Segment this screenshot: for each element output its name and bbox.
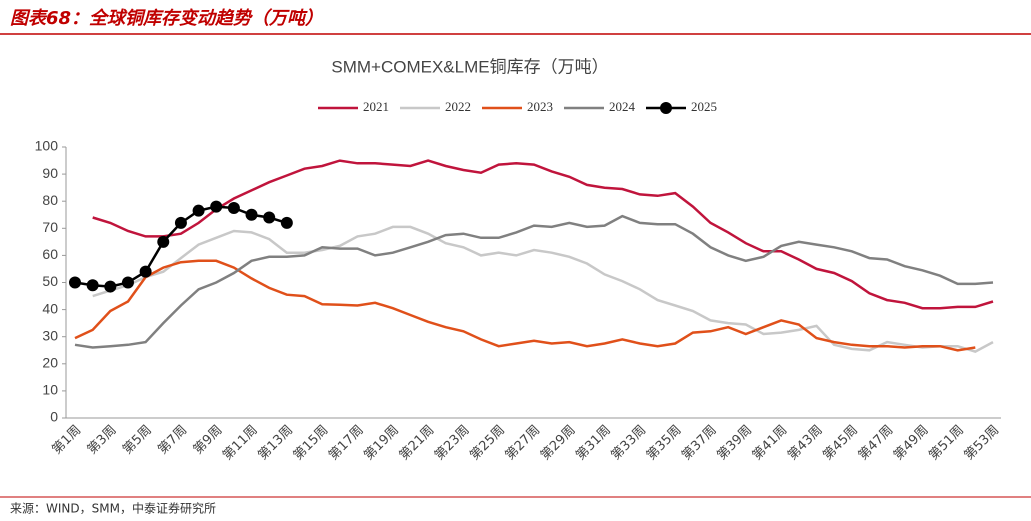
x-tick-label: 第17周 xyxy=(326,423,367,464)
legend-label: 2023 xyxy=(527,99,553,114)
y-tick-label: 30 xyxy=(42,327,58,343)
x-tick-label: 第35周 xyxy=(644,423,685,464)
y-tick-label: 0 xyxy=(50,409,58,425)
x-tick-label: 第39周 xyxy=(714,423,755,464)
x-tick-label: 第37周 xyxy=(679,423,720,464)
y-tick-label: 90 xyxy=(42,165,58,181)
series-marker xyxy=(174,216,187,229)
series-line xyxy=(74,259,976,352)
x-tick-label: 第31周 xyxy=(573,423,614,464)
series-marker xyxy=(227,201,240,214)
x-tick-label: 第27周 xyxy=(503,423,544,464)
x-tick-label: 第11周 xyxy=(220,423,261,464)
x-tick-label: 第7周 xyxy=(155,423,190,458)
legend-marker xyxy=(660,102,672,114)
x-tick-label: 第49周 xyxy=(891,423,932,464)
x-tick-label: 第3周 xyxy=(85,423,120,458)
legend-label: 2025 xyxy=(691,99,717,114)
y-tick-label: 40 xyxy=(42,300,58,316)
x-tick-label: 第25周 xyxy=(467,423,508,464)
series-marker xyxy=(121,276,134,289)
y-tick-label: 10 xyxy=(42,382,58,398)
series-marker xyxy=(263,211,276,224)
source-note: 来源：WIND，SMM，中泰证券研究所 xyxy=(10,501,216,516)
x-tick-label: 第15周 xyxy=(291,423,332,464)
x-tick-label: 第13周 xyxy=(255,423,296,464)
header-title: 图表68：全球铜库存变动趋势（万吨） xyxy=(10,8,323,29)
x-tick-label: 第5周 xyxy=(120,423,155,458)
x-tick-label: 第33周 xyxy=(609,423,650,464)
legend-label: 2024 xyxy=(609,99,636,114)
series-marker xyxy=(139,265,152,278)
y-tick-label: 100 xyxy=(35,138,59,154)
x-tick-label: 第47周 xyxy=(856,423,897,464)
x-tick-label: 第41周 xyxy=(750,423,791,464)
y-tick-label: 70 xyxy=(42,219,58,235)
series-marker xyxy=(104,280,117,293)
series-marker xyxy=(245,208,258,221)
x-tick-label: 第1周 xyxy=(49,423,84,458)
x-tick-label: 第51周 xyxy=(926,423,967,464)
x-tick-label: 第45周 xyxy=(820,423,861,464)
series-line xyxy=(92,159,994,310)
y-tick-label: 60 xyxy=(42,246,58,262)
x-tick-label: 第23周 xyxy=(432,423,473,464)
series-marker xyxy=(157,235,170,248)
x-tick-label: 第53周 xyxy=(962,423,1003,464)
series-marker xyxy=(69,276,81,289)
y-tick-label: 20 xyxy=(42,355,58,371)
series-marker xyxy=(192,204,205,217)
x-tick-label: 第21周 xyxy=(397,423,438,464)
y-tick-label: 80 xyxy=(42,192,58,208)
series-marker xyxy=(86,279,99,292)
legend-label: 2022 xyxy=(445,99,471,114)
x-tick-label: 第29周 xyxy=(538,423,579,464)
x-tick-label: 第19周 xyxy=(361,423,402,464)
series-marker xyxy=(210,200,223,213)
series-line xyxy=(92,225,994,353)
series-marker xyxy=(280,216,293,229)
chart-title: SMM+COMEX&LME铜库存（万吨） xyxy=(331,57,608,76)
series-line xyxy=(74,214,994,349)
x-tick-label: 第43周 xyxy=(785,423,826,464)
y-tick-label: 50 xyxy=(42,273,58,289)
legend-label: 2021 xyxy=(363,99,389,114)
